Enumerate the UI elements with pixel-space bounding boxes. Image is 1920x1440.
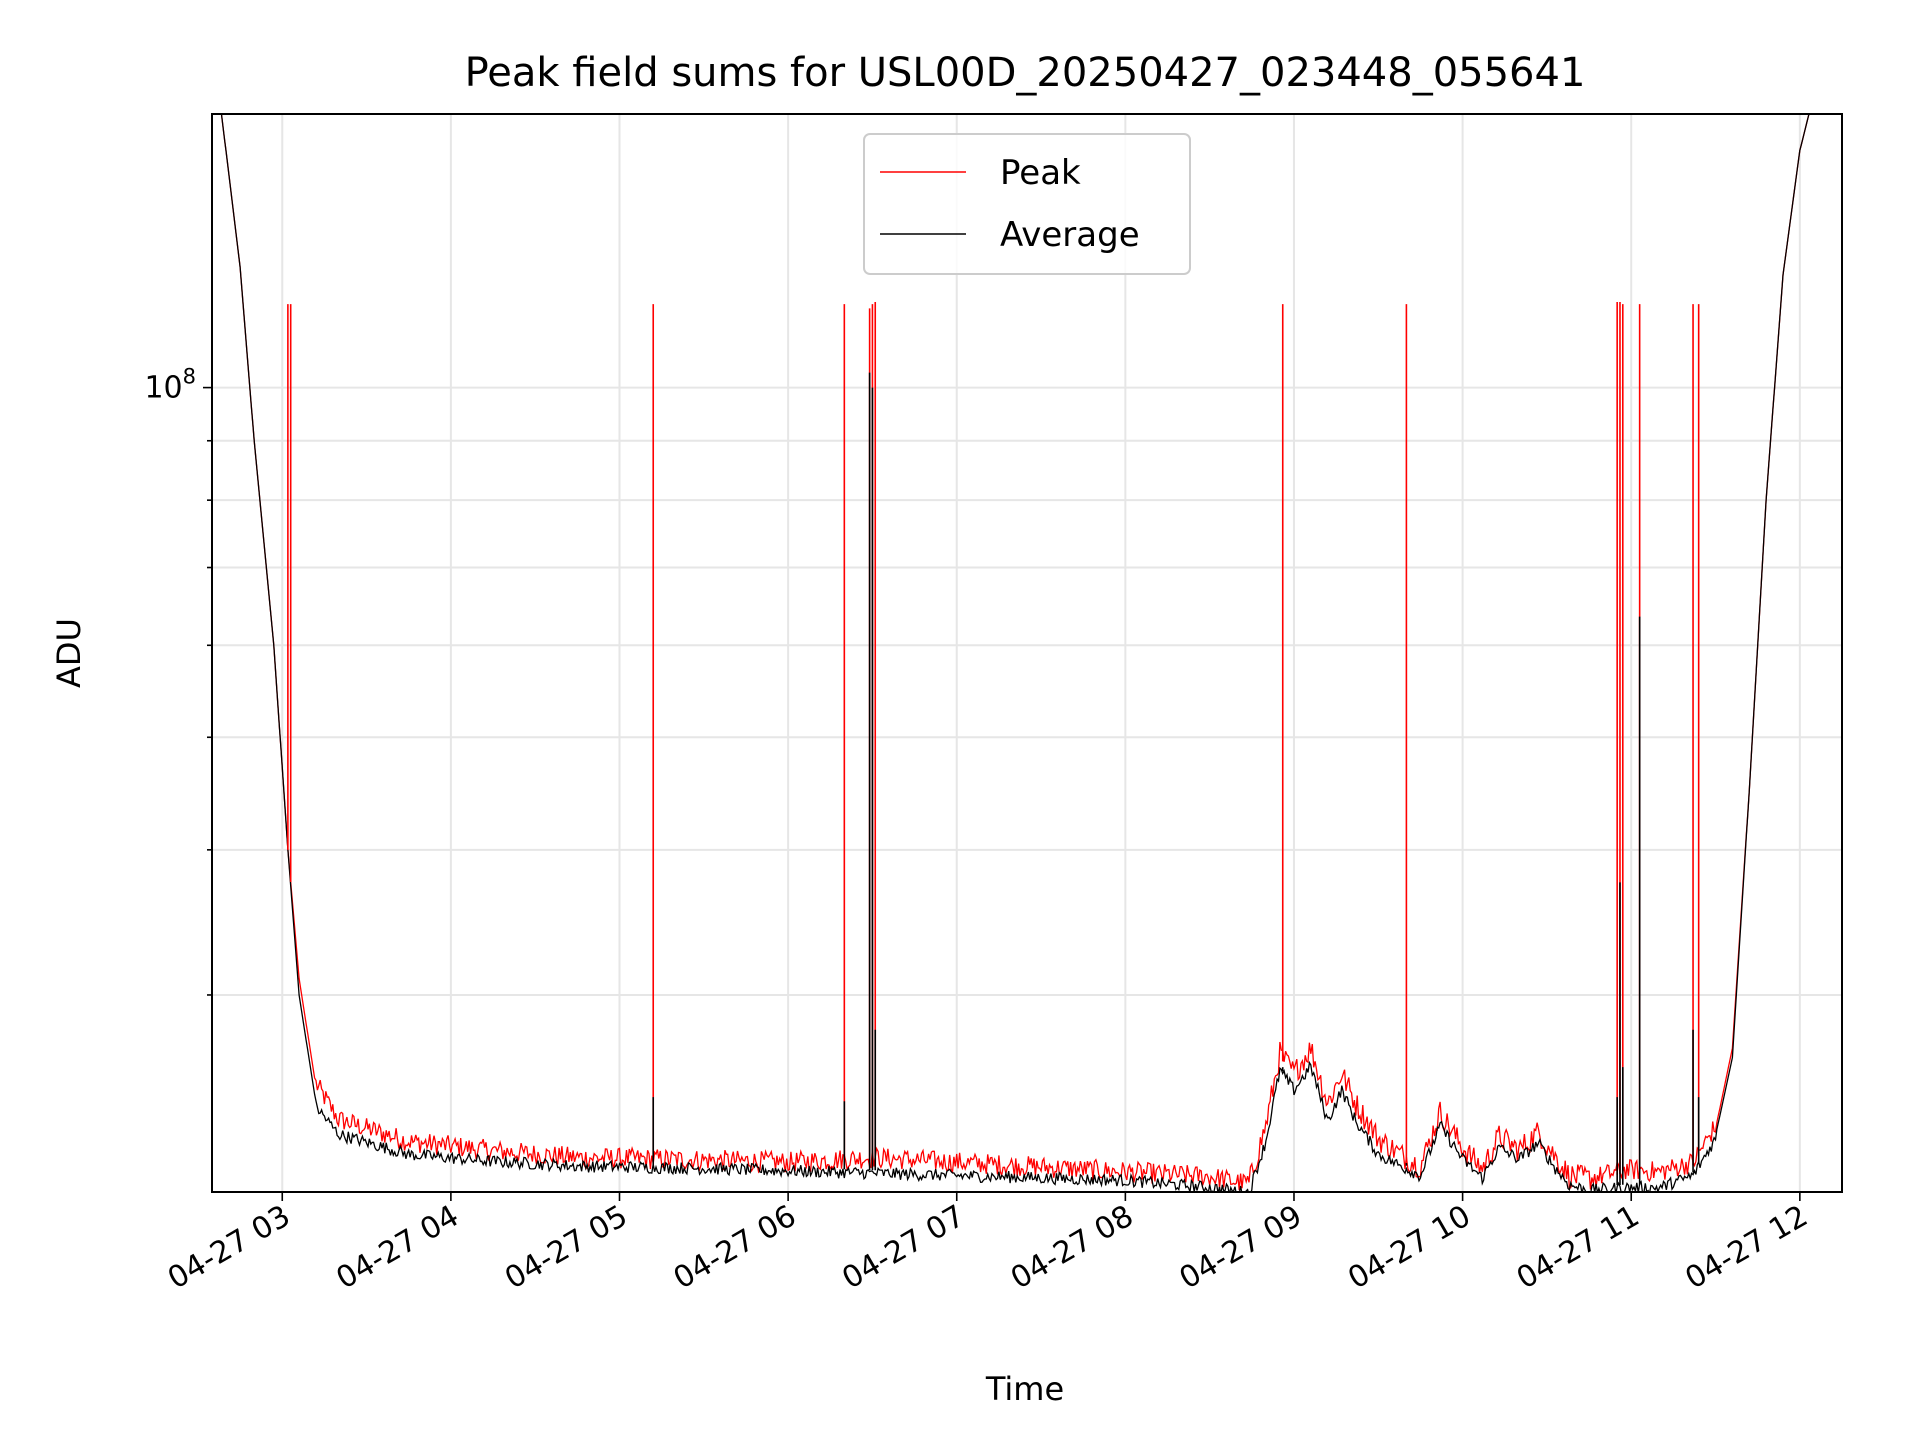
x-axis-title: Time (985, 1370, 1064, 1408)
chart-title: Peak field sums for USL00D_20250427_0234… (465, 50, 1586, 96)
series-layer (220, 114, 1810, 1192)
y-axis-title: ADU (50, 618, 88, 688)
legend-box (863, 133, 1191, 275)
y-tick-label: 108 (144, 365, 196, 406)
legend-peak-label: Peak (1000, 153, 1081, 193)
series-peak-line (220, 114, 1810, 1191)
legend-average-label: Average (1000, 215, 1140, 255)
series-average-line (220, 114, 1810, 1192)
grid (212, 114, 1842, 1192)
plot-frame (211, 113, 1843, 1193)
legend: Peak Average (863, 133, 1191, 275)
